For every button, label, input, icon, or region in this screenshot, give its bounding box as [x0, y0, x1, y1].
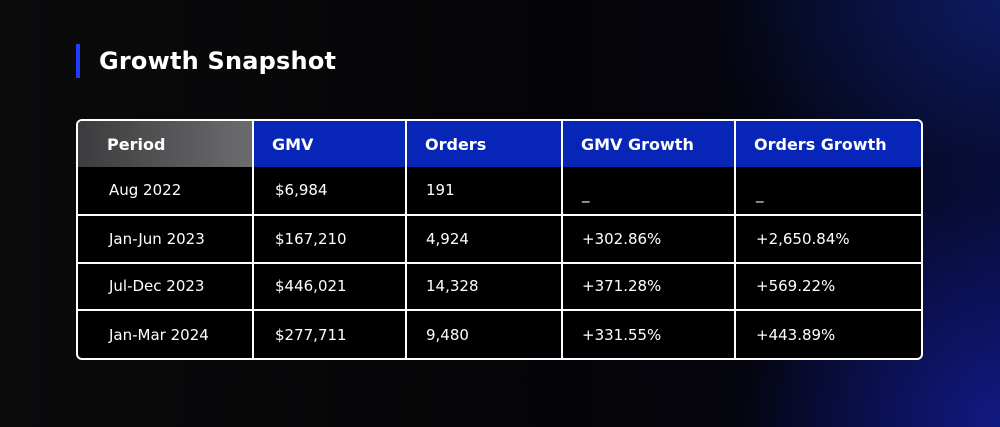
- cell-gmv: $167,210: [253, 214, 407, 264]
- cell-gmv: $446,021: [253, 262, 407, 312]
- cell-period: Aug 2022: [78, 167, 254, 216]
- column-header-gmv: GMV: [253, 121, 407, 167]
- cell-gmv: $6,984: [253, 167, 407, 216]
- column-header-period: Period: [78, 121, 254, 167]
- title-block: Growth Snapshot: [76, 44, 336, 78]
- cell-gmv-growth: +371.28%: [562, 262, 736, 312]
- table-row: Aug 2022 $6,984 191 _ _: [78, 167, 921, 216]
- column-header-gmv-growth: GMV Growth: [562, 121, 736, 167]
- cell-orders-growth: _: [735, 167, 921, 216]
- cell-gmv-growth: _: [562, 167, 736, 216]
- cell-orders: 14,328: [406, 262, 563, 312]
- cell-gmv-growth: +331.55%: [562, 310, 736, 358]
- table-row: Jan-Jun 2023 $167,210 4,924 +302.86% +2,…: [78, 214, 921, 264]
- cell-orders: 191: [406, 167, 563, 216]
- cell-gmv-growth: +302.86%: [562, 214, 736, 264]
- cell-orders-growth: +2,650.84%: [735, 214, 921, 264]
- title-accent-bar: [76, 44, 80, 78]
- cell-period: Jul-Dec 2023: [78, 262, 254, 312]
- cell-gmv: $277,711: [253, 310, 407, 358]
- table-row: Jan-Mar 2024 $277,711 9,480 +331.55% +44…: [78, 310, 921, 358]
- table-header-row: Period GMV Orders GMV Growth Orders Grow…: [78, 121, 921, 167]
- cell-orders: 4,924: [406, 214, 563, 264]
- column-header-orders-growth: Orders Growth: [735, 121, 921, 167]
- page-title: Growth Snapshot: [99, 47, 337, 75]
- cell-orders: 9,480: [406, 310, 563, 358]
- cell-period: Jan-Mar 2024: [78, 310, 254, 358]
- cell-orders-growth: +569.22%: [735, 262, 921, 312]
- growth-table: Period GMV Orders GMV Growth Orders Grow…: [78, 121, 921, 358]
- column-header-orders: Orders: [406, 121, 563, 167]
- table-row: Jul-Dec 2023 $446,021 14,328 +371.28% +5…: [78, 262, 921, 312]
- cell-period: Jan-Jun 2023: [78, 214, 254, 264]
- cell-orders-growth: +443.89%: [756, 325, 836, 344]
- growth-table-container: Period GMV Orders GMV Growth Orders Grow…: [76, 119, 923, 360]
